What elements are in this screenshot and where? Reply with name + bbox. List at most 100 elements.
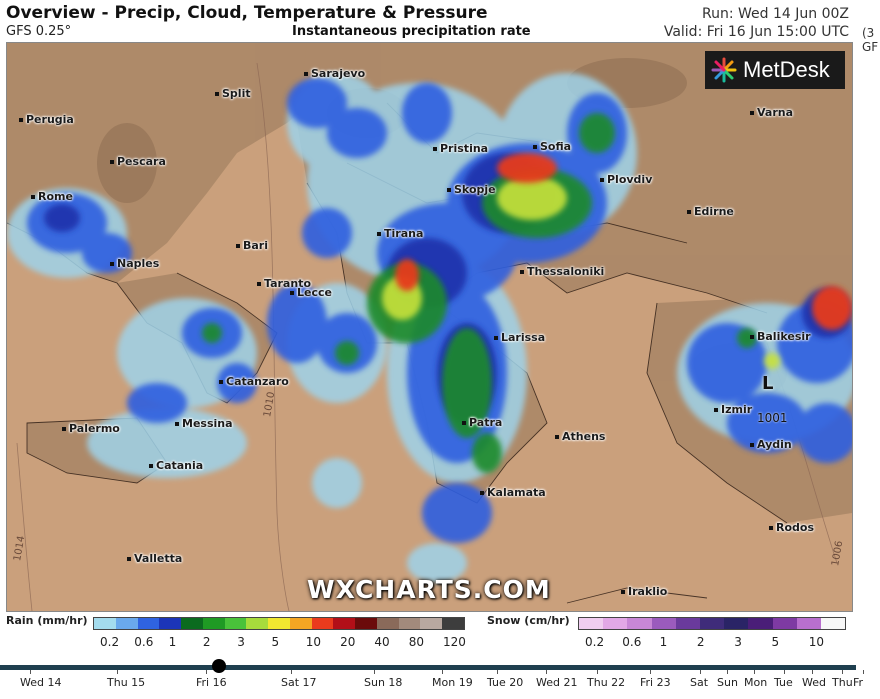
rain-scale-tick: 3 — [237, 635, 245, 649]
city-label: Larissa — [494, 331, 545, 344]
rain-scale-swatch — [202, 618, 225, 629]
snow-scale-tick: 10 — [808, 635, 825, 649]
low-pressure-value: 1001 — [757, 411, 788, 425]
timeline-tick — [30, 670, 31, 674]
rain-color-scale — [93, 617, 465, 630]
city-label: Thessaloniki — [520, 265, 604, 278]
rain-scale-swatch — [398, 618, 421, 629]
timeline-day-label[interactable]: Thu — [832, 676, 853, 689]
city-label: Catanzaro — [219, 375, 289, 388]
rain-scale-swatch — [159, 618, 182, 629]
timeline-day-label[interactable]: Sun — [717, 676, 738, 689]
city-label: Edirne — [687, 205, 734, 218]
rain-scale-swatch — [94, 618, 116, 629]
timeline-day-label[interactable]: Wed 21 — [536, 676, 578, 689]
timeline-day-label[interactable]: Sat — [690, 676, 709, 689]
snow-scale-swatch — [748, 618, 773, 629]
timeline-track[interactable] — [0, 665, 856, 670]
rain-scale-swatch — [224, 618, 247, 629]
timeline-day-label[interactable]: Mon — [744, 676, 768, 689]
city-label: Patra — [462, 416, 502, 429]
timeline-day-label[interactable]: Fri 16 — [196, 676, 227, 689]
map-canvas — [7, 43, 852, 611]
timeline-day-label[interactable]: Thu 22 — [587, 676, 626, 689]
city-label: Rome — [31, 190, 73, 203]
snow-legend-title: Snow (cm/hr) — [487, 614, 570, 627]
timeline-tick — [863, 670, 864, 674]
city-label: Izmir — [714, 403, 752, 416]
timeline-tick — [374, 670, 375, 674]
city-label: Athens — [555, 430, 605, 443]
city-label: Split — [215, 87, 251, 100]
rain-scale-tick: 40 — [374, 635, 390, 649]
timeline-tick — [812, 670, 813, 674]
snow-scale-tick: 1 — [659, 635, 668, 649]
rain-scale-swatch — [355, 618, 377, 629]
timeline-tick — [727, 670, 728, 674]
timeline-tick — [117, 670, 118, 674]
timeline-tick — [206, 670, 207, 674]
timeline-day-label[interactable]: Thu 15 — [107, 676, 146, 689]
rain-scale-tick: 20 — [340, 635, 356, 649]
city-label: Kalamata — [480, 486, 546, 499]
timeline-tick — [597, 670, 598, 674]
city-label: Pescara — [110, 155, 166, 168]
timeline-day-label[interactable]: Tue — [774, 676, 793, 689]
valid-time: Valid: Fri 16 Jun 15:00 UTC — [663, 24, 849, 40]
timeline-day-label[interactable]: Mon 19 — [432, 676, 473, 689]
timeline-tick — [442, 670, 443, 674]
city-label: Messina — [175, 417, 233, 430]
timeline-tick — [497, 670, 498, 674]
timeline-day-label[interactable]: Sat 17 — [281, 676, 317, 689]
side-clip-line1: (3 — [862, 26, 875, 40]
rain-scale-swatch — [442, 618, 465, 629]
timeline-day-label[interactable]: Wed 14 — [20, 676, 62, 689]
run-time: Run: Wed 14 Jun 00Z — [702, 6, 849, 22]
rain-scale-swatch — [289, 618, 312, 629]
rain-scale-tick: 10 — [305, 635, 322, 649]
rain-scale-tick: 1 — [168, 635, 177, 649]
weather-map[interactable]: Sarajevo Split Perugia Pescara Rome Pris… — [6, 42, 853, 612]
city-label: Perugia — [19, 113, 74, 126]
snow-scale-swatch — [699, 618, 725, 629]
precip-red — [395, 153, 852, 330]
rain-scale-swatch — [420, 618, 443, 629]
rain-scale-swatch — [333, 618, 356, 629]
city-label: Plovdiv — [600, 173, 652, 186]
timeline-day-label[interactable]: Fr — [853, 676, 864, 689]
city-label: Skopje — [447, 183, 496, 196]
snow-scale-tick: 0.6 — [622, 635, 642, 649]
side-panel-clipped: (3 GF — [862, 26, 880, 76]
timeline-tick — [754, 670, 755, 674]
city-label: Aydin — [750, 438, 792, 451]
city-label: Varna — [750, 106, 793, 119]
timeline-handle[interactable] — [212, 659, 226, 673]
city-label: Iraklio — [621, 585, 667, 598]
city-label: Taranto — [257, 277, 311, 290]
rain-scale-swatch — [246, 618, 269, 629]
city-label: Bari — [236, 239, 268, 252]
snow-scale-tick: 0.2 — [585, 635, 605, 649]
timeline-day-label[interactable]: Sun 18 — [364, 676, 403, 689]
snow-color-scale — [578, 617, 846, 630]
timeline-day-label[interactable]: Tue 20 — [487, 676, 524, 689]
timeline-tick — [650, 670, 651, 674]
city-label: Tirana — [377, 227, 423, 240]
timeline-day-label[interactable]: Fri 23 — [640, 676, 671, 689]
city-label: Balikesir — [750, 330, 811, 343]
snow-scale-swatch — [579, 618, 604, 629]
city-label: Rodos — [769, 521, 814, 534]
snow-scale-swatch — [772, 618, 797, 629]
city-label: Sofia — [533, 140, 571, 153]
rain-scale-tick: 0.2 — [100, 635, 120, 649]
city-label: Sarajevo — [304, 67, 365, 80]
city-label: Naples — [110, 257, 159, 270]
timeline-tick — [291, 670, 292, 674]
metdesk-logo: MetDesk — [705, 51, 845, 89]
city-label: Valletta — [127, 552, 182, 565]
timeline-day-label[interactable]: Wed — [802, 676, 826, 689]
city-label: Pristina — [433, 142, 488, 155]
timeline-tick — [842, 670, 843, 674]
rain-scale-tick: 120 — [443, 635, 466, 649]
chart-title: Overview - Precip, Cloud, Temperature & … — [6, 3, 488, 23]
